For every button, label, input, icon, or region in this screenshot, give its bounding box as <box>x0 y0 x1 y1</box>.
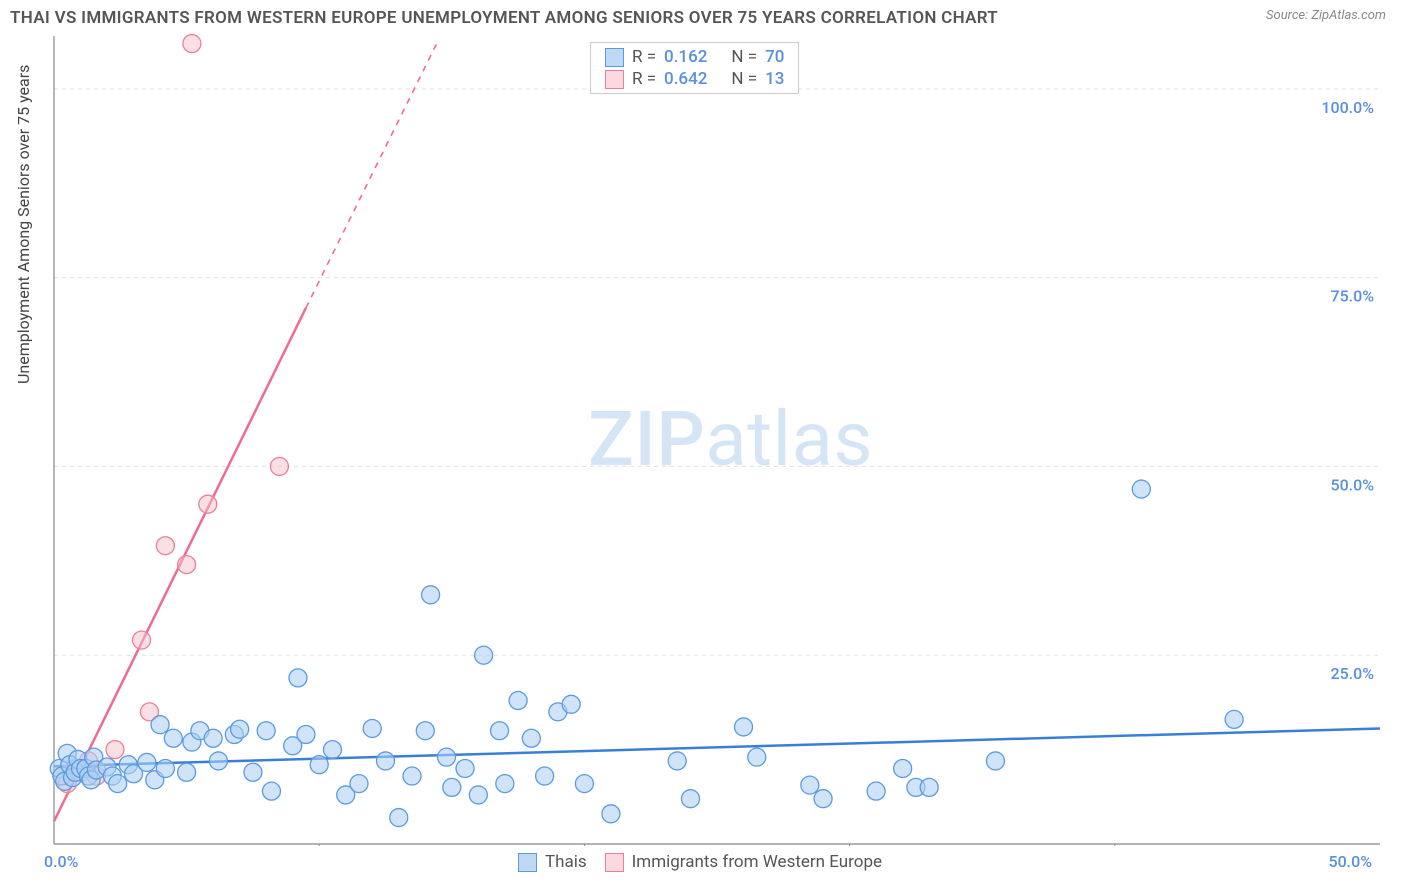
legend-series-item: Immigrants from Western Europe <box>605 852 882 872</box>
legend-r-value: 0.162 <box>664 47 707 67</box>
legend-n-label: N = <box>731 47 757 67</box>
scatter-chart-svg: 25.0% 50.0% 75.0% 100.0% <box>48 34 1394 846</box>
svg-text:100.0%: 100.0% <box>1321 98 1374 117</box>
legend-r-value: 0.642 <box>664 69 707 89</box>
x-axis-min-label: 0.0% <box>44 852 78 871</box>
legend-n-label: N = <box>731 69 757 89</box>
svg-text:75.0%: 75.0% <box>1330 287 1374 306</box>
legend-r-label: R = <box>632 69 656 89</box>
legend-stats-box: R = 0.162 N = 70 R = 0.642 N = 13 <box>590 42 799 94</box>
legend-series-item: Thais <box>518 852 587 872</box>
source-credit: Source: ZipAtlas.com <box>1266 8 1386 23</box>
legend-stats-row: R = 0.162 N = 70 <box>591 46 798 68</box>
legend-r-label: R = <box>632 47 656 67</box>
legend-n-value: 13 <box>765 69 784 89</box>
legend-series-label: Thais <box>545 852 587 872</box>
chart-area: Unemployment Among Seniors over 75 years… <box>48 34 1406 846</box>
legend-series-label: Immigrants from Western Europe <box>632 852 882 872</box>
legend-swatch-blue <box>518 853 537 872</box>
legend-swatch-pink <box>605 70 624 89</box>
x-axis-max-label: 50.0% <box>1328 852 1372 871</box>
svg-text:50.0%: 50.0% <box>1330 475 1374 494</box>
legend-n-value: 70 <box>765 47 784 67</box>
legend-stats-row: R = 0.642 N = 13 <box>591 68 798 90</box>
y-axis-label: Unemployment Among Seniors over 75 years <box>14 65 33 384</box>
chart-title: THAI VS IMMIGRANTS FROM WESTERN EUROPE U… <box>10 8 998 28</box>
svg-text:25.0%: 25.0% <box>1330 664 1374 683</box>
legend-swatch-blue <box>605 48 624 67</box>
legend-swatch-pink <box>605 853 624 872</box>
legend-series-box: Thais Immigrants from Western Europe <box>518 852 882 872</box>
